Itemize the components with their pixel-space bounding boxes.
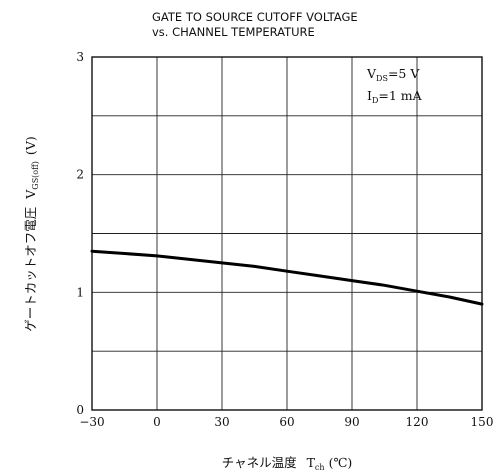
series-layer — [90, 249, 484, 306]
annotation-id: ID=1 mA — [367, 88, 423, 105]
y-axis-label: ゲートカットオフ電圧VGS(off)(V) — [23, 136, 40, 331]
x-tick-label: 0 — [153, 415, 161, 429]
grid — [92, 57, 482, 410]
x-tick-labels: −30 0 30 60 90 120 150 — [79, 415, 493, 429]
y-tick-label: 0 — [76, 403, 84, 417]
chart-title: GATE TO SOURCE CUTOFF VOLTAGE — [152, 10, 358, 24]
y-tick-labels: 0 1 2 3 — [76, 50, 84, 417]
x-tick-label: −30 — [79, 415, 104, 429]
y-tick-label: 1 — [76, 285, 84, 299]
annotation-vds: VDS=5 V — [366, 66, 420, 83]
y-tick-label: 2 — [76, 168, 84, 182]
annotation-box: VDS=5 V ID=1 mA — [366, 66, 423, 105]
x-tick-label: 120 — [406, 415, 429, 429]
y-tick-label: 3 — [76, 50, 84, 64]
x-tick-label: 150 — [471, 415, 494, 429]
x-tick-label: 30 — [214, 415, 229, 429]
series-line — [90, 249, 484, 306]
x-tick-label: 60 — [279, 415, 294, 429]
plot-frame — [91, 56, 483, 411]
x-axis-label: チャネル温度 Tch (℃) — [222, 455, 353, 472]
chart-subtitle: vs. CHANNEL TEMPERATURE — [152, 25, 315, 39]
x-tick-label: 90 — [344, 415, 359, 429]
